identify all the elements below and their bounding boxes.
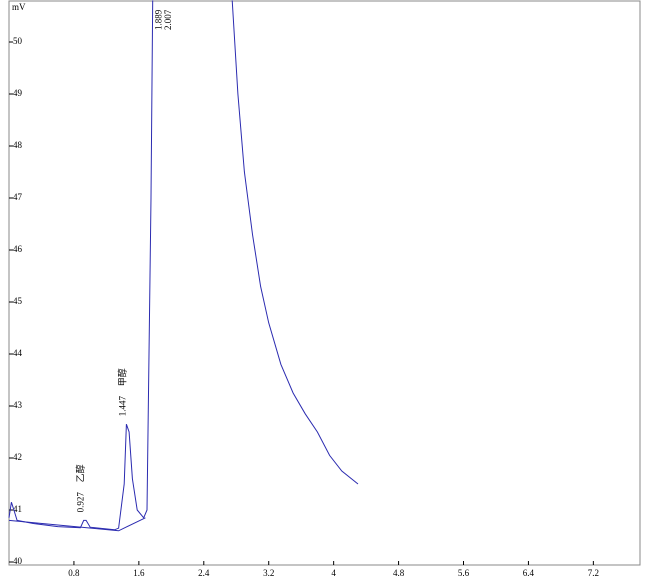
y-tick-label: 46 [13, 244, 23, 254]
y-tick-label: 48 [13, 140, 23, 150]
y-axis-label: mV [12, 2, 26, 12]
x-tick-label: 0.8 [68, 568, 80, 578]
x-tick-label: 7.2 [588, 568, 599, 578]
signal-line [8, 0, 154, 531]
y-tick-label: 47 [13, 192, 23, 202]
x-tick-label: 4.8 [393, 568, 405, 578]
y-tick-label: 40 [13, 556, 23, 566]
peak-time: 1.447 [118, 395, 128, 416]
x-tick-label: 5.6 [458, 568, 470, 578]
x-tick-label: 2.4 [198, 568, 210, 578]
y-tick-label: 42 [13, 452, 22, 462]
peak-annotation: 2.007 [163, 9, 173, 30]
y-tick-label: 49 [13, 88, 23, 98]
y-tick-label: 44 [13, 348, 23, 358]
signal-line [8, 517, 146, 532]
plot-frame [8, 0, 641, 566]
x-tick-label: 4 [331, 568, 336, 578]
y-tick-label: 41 [13, 504, 22, 514]
peak-annotation: 1.447 甲醇 [117, 368, 128, 416]
peak-time: 1.889 [153, 9, 163, 30]
x-tick-label: 1.6 [133, 568, 145, 578]
y-tick-label: 43 [13, 400, 23, 410]
peak-name: 乙醇 [74, 464, 85, 482]
signal-line [231, 0, 359, 485]
y-tick-label: 50 [13, 36, 23, 46]
peak-time: 2.007 [163, 9, 173, 30]
peak-time: 0.927 [75, 492, 85, 513]
x-tick-label: 6.4 [523, 568, 535, 578]
y-tick-label: 45 [13, 296, 23, 306]
peak-annotation: 1.889 [153, 9, 163, 30]
peak-annotation: 0.927 乙醇 [74, 464, 85, 512]
x-tick-label: 3.2 [263, 568, 274, 578]
peak-name: 甲醇 [117, 368, 128, 386]
